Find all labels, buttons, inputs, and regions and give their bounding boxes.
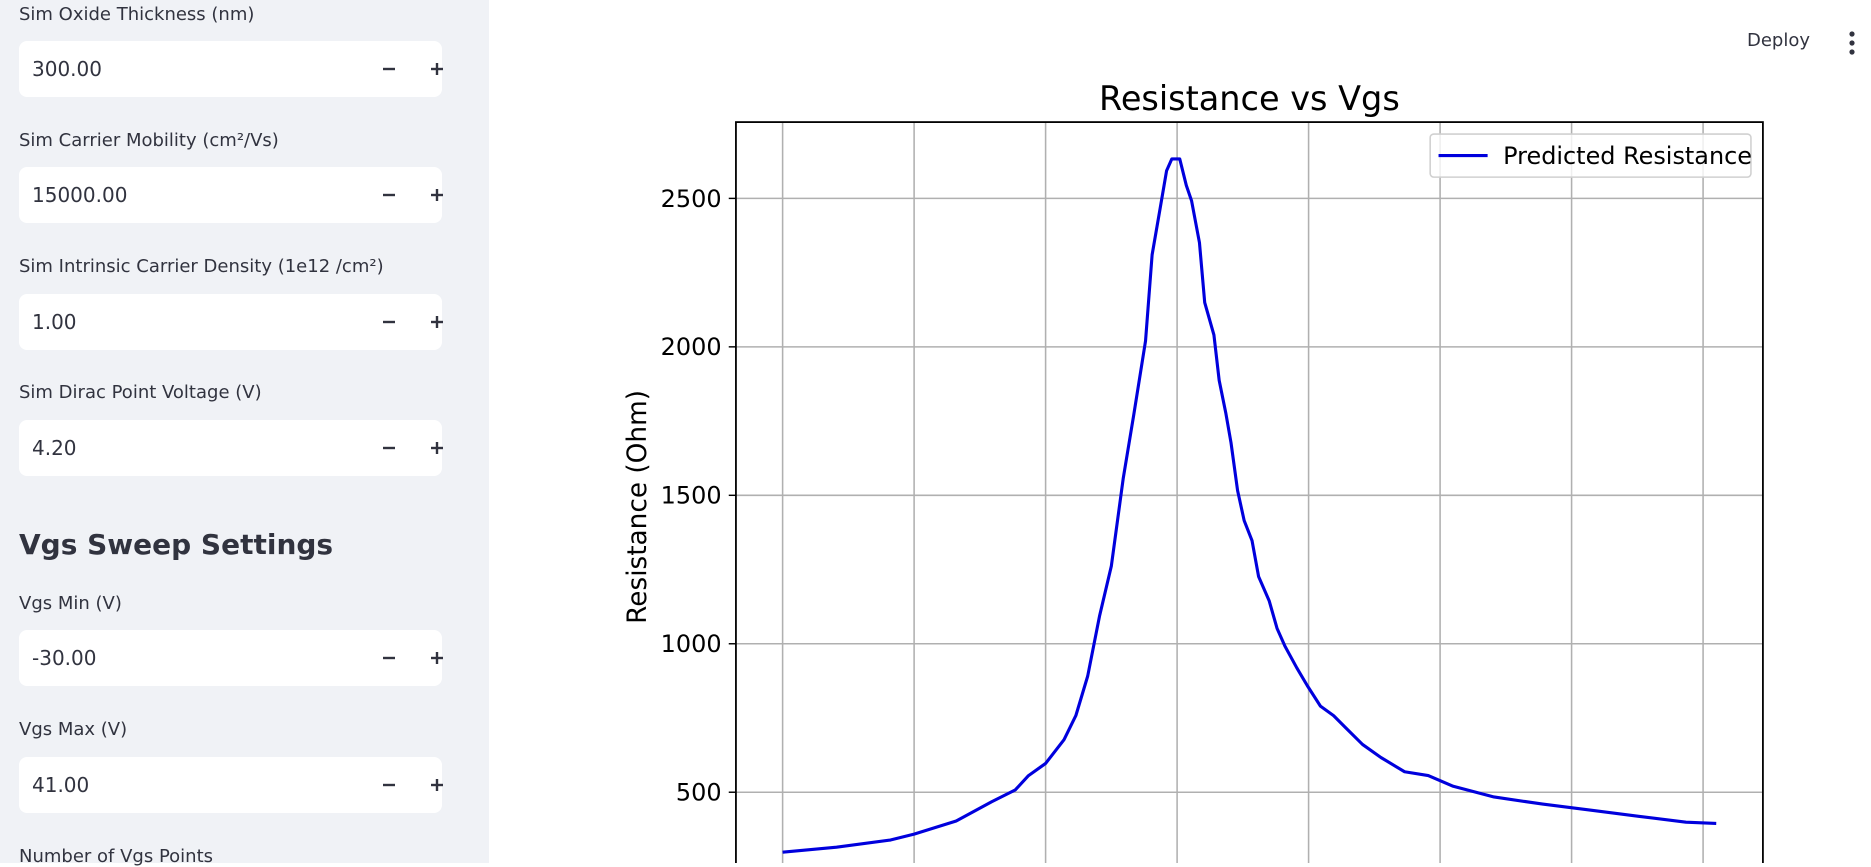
field-label: Sim Carrier Mobility (cm²/Vs) <box>19 130 279 151</box>
input-value: 15000.00 <box>32 183 128 207</box>
deploy-button[interactable]: Deploy <box>1747 30 1811 51</box>
number-input[interactable]: 1.00 <box>19 294 443 350</box>
number-input[interactable]: 15000.00 <box>19 167 443 223</box>
increment-button[interactable] <box>413 294 461 350</box>
input-value: 1.00 <box>32 310 77 334</box>
legend-label: Predicted Resistance <box>1503 142 1752 170</box>
field-label: Vgs Max (V) <box>19 719 128 740</box>
increment-button[interactable] <box>413 420 461 476</box>
decrement-button[interactable] <box>365 420 413 476</box>
section-heading: Vgs Sweep Settings <box>19 528 334 561</box>
field-label: Sim Dirac Point Voltage (V) <box>19 382 262 403</box>
decrement-button[interactable] <box>365 630 413 686</box>
y-tick-label: 1500 <box>661 482 722 510</box>
decrement-button[interactable] <box>365 757 413 813</box>
field-label: Vgs Min (V) <box>19 593 122 614</box>
field-label: Sim Oxide Thickness (nm) <box>19 4 255 25</box>
number-input[interactable]: 4.20 <box>19 420 443 476</box>
sidebar: Sim Oxide Thickness (nm) 300.00 Sim Carrie… <box>0 0 489 867</box>
legend-box <box>1429 133 1752 178</box>
y-tick-label: 2000 <box>661 333 722 361</box>
input-value: -30.00 <box>32 646 97 670</box>
chart-title: Resistance vs Vgs <box>1099 79 1400 118</box>
y-axis-label: Resistance (Ohm) <box>623 390 653 624</box>
number-input[interactable]: 300.00 <box>19 41 443 97</box>
menu-icon[interactable] <box>1842 30 1862 56</box>
increment-button[interactable] <box>413 41 461 97</box>
input-value: 300.00 <box>32 57 102 81</box>
data-line <box>782 157 1717 854</box>
y-tick-label: 500 <box>676 779 722 807</box>
decrement-button[interactable] <box>365 41 413 97</box>
number-input[interactable]: -30.00 <box>19 630 443 686</box>
decrement-button[interactable] <box>365 294 413 350</box>
number-input[interactable]: 41.00 <box>19 757 443 813</box>
chart: Resistance vs Vgs Resistance (Ohm) 500 1000… <box>623 79 1764 863</box>
increment-button[interactable] <box>413 630 461 686</box>
y-tick-label: 1000 <box>661 630 722 658</box>
decrement-button[interactable] <box>365 167 413 223</box>
y-tick-label: 2500 <box>661 185 722 213</box>
field-label: Sim Intrinsic Carrier Density (1e12 /cm²… <box>19 256 384 277</box>
input-value: 4.20 <box>32 436 77 460</box>
field-label: Number of Vgs Points <box>19 846 214 867</box>
increment-button[interactable] <box>413 757 461 813</box>
input-value: 41.00 <box>32 773 90 797</box>
plot-frame <box>735 121 1764 863</box>
increment-button[interactable] <box>413 167 461 223</box>
